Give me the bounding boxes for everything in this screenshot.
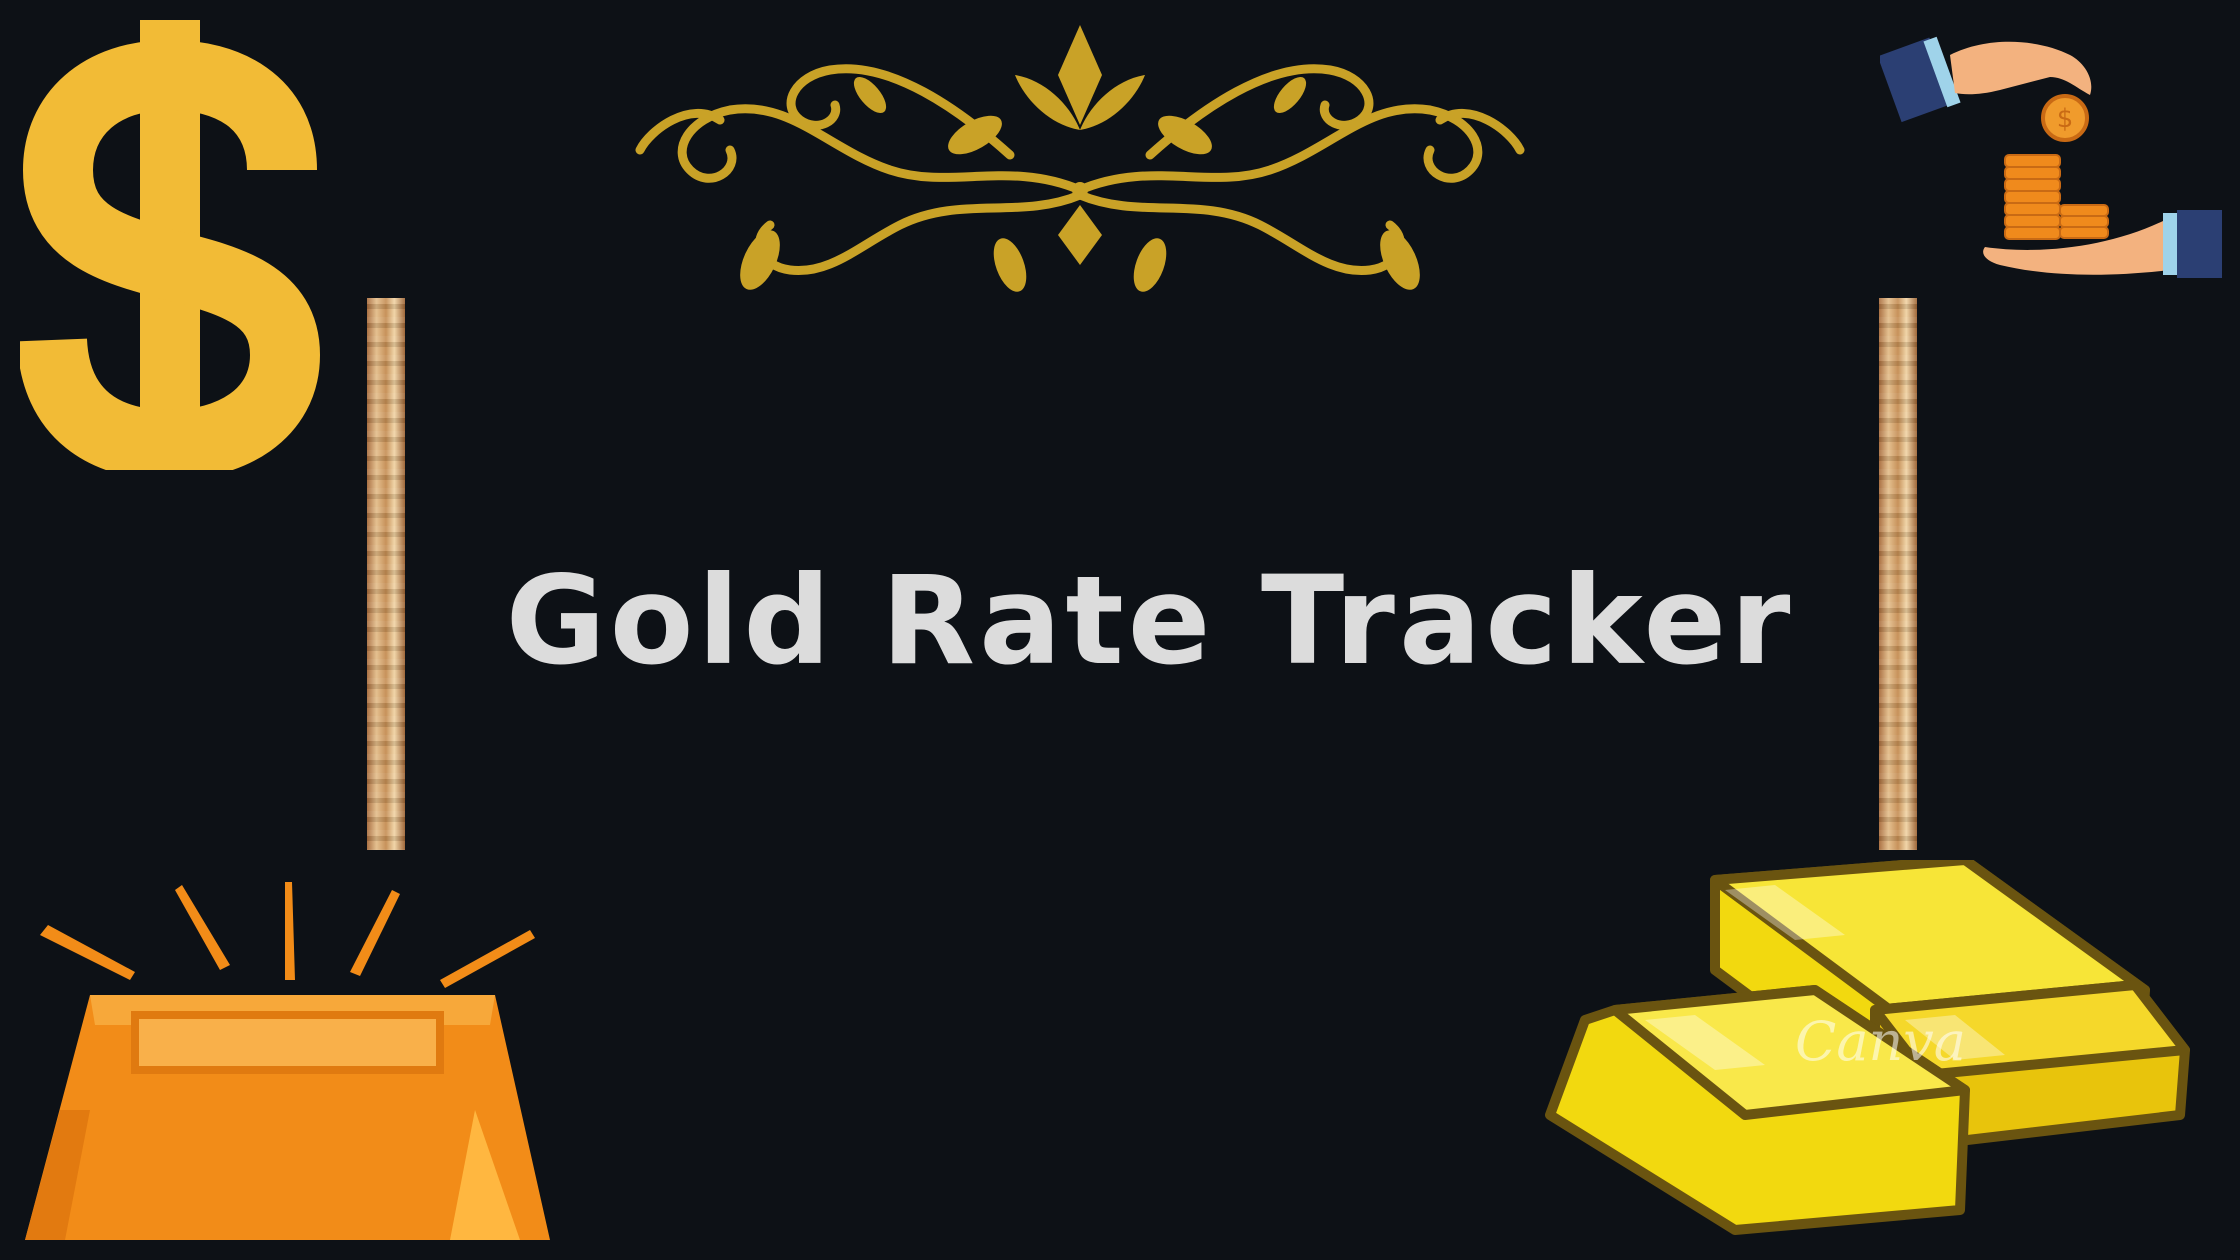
canva-watermark: Canva: [1795, 1010, 1966, 1073]
gold-ornament-icon: [630, 20, 1530, 300]
left-gold-pillar: [367, 298, 405, 850]
dollar-sign-icon: [20, 20, 320, 470]
page-title: Gold Rate Tracker: [430, 550, 1870, 692]
right-gold-pillar: [1879, 298, 1917, 850]
gold-bar-icon: [20, 880, 555, 1240]
svg-text:$: $: [2057, 104, 2074, 134]
hands-coins-icon: $: [1880, 15, 2225, 295]
